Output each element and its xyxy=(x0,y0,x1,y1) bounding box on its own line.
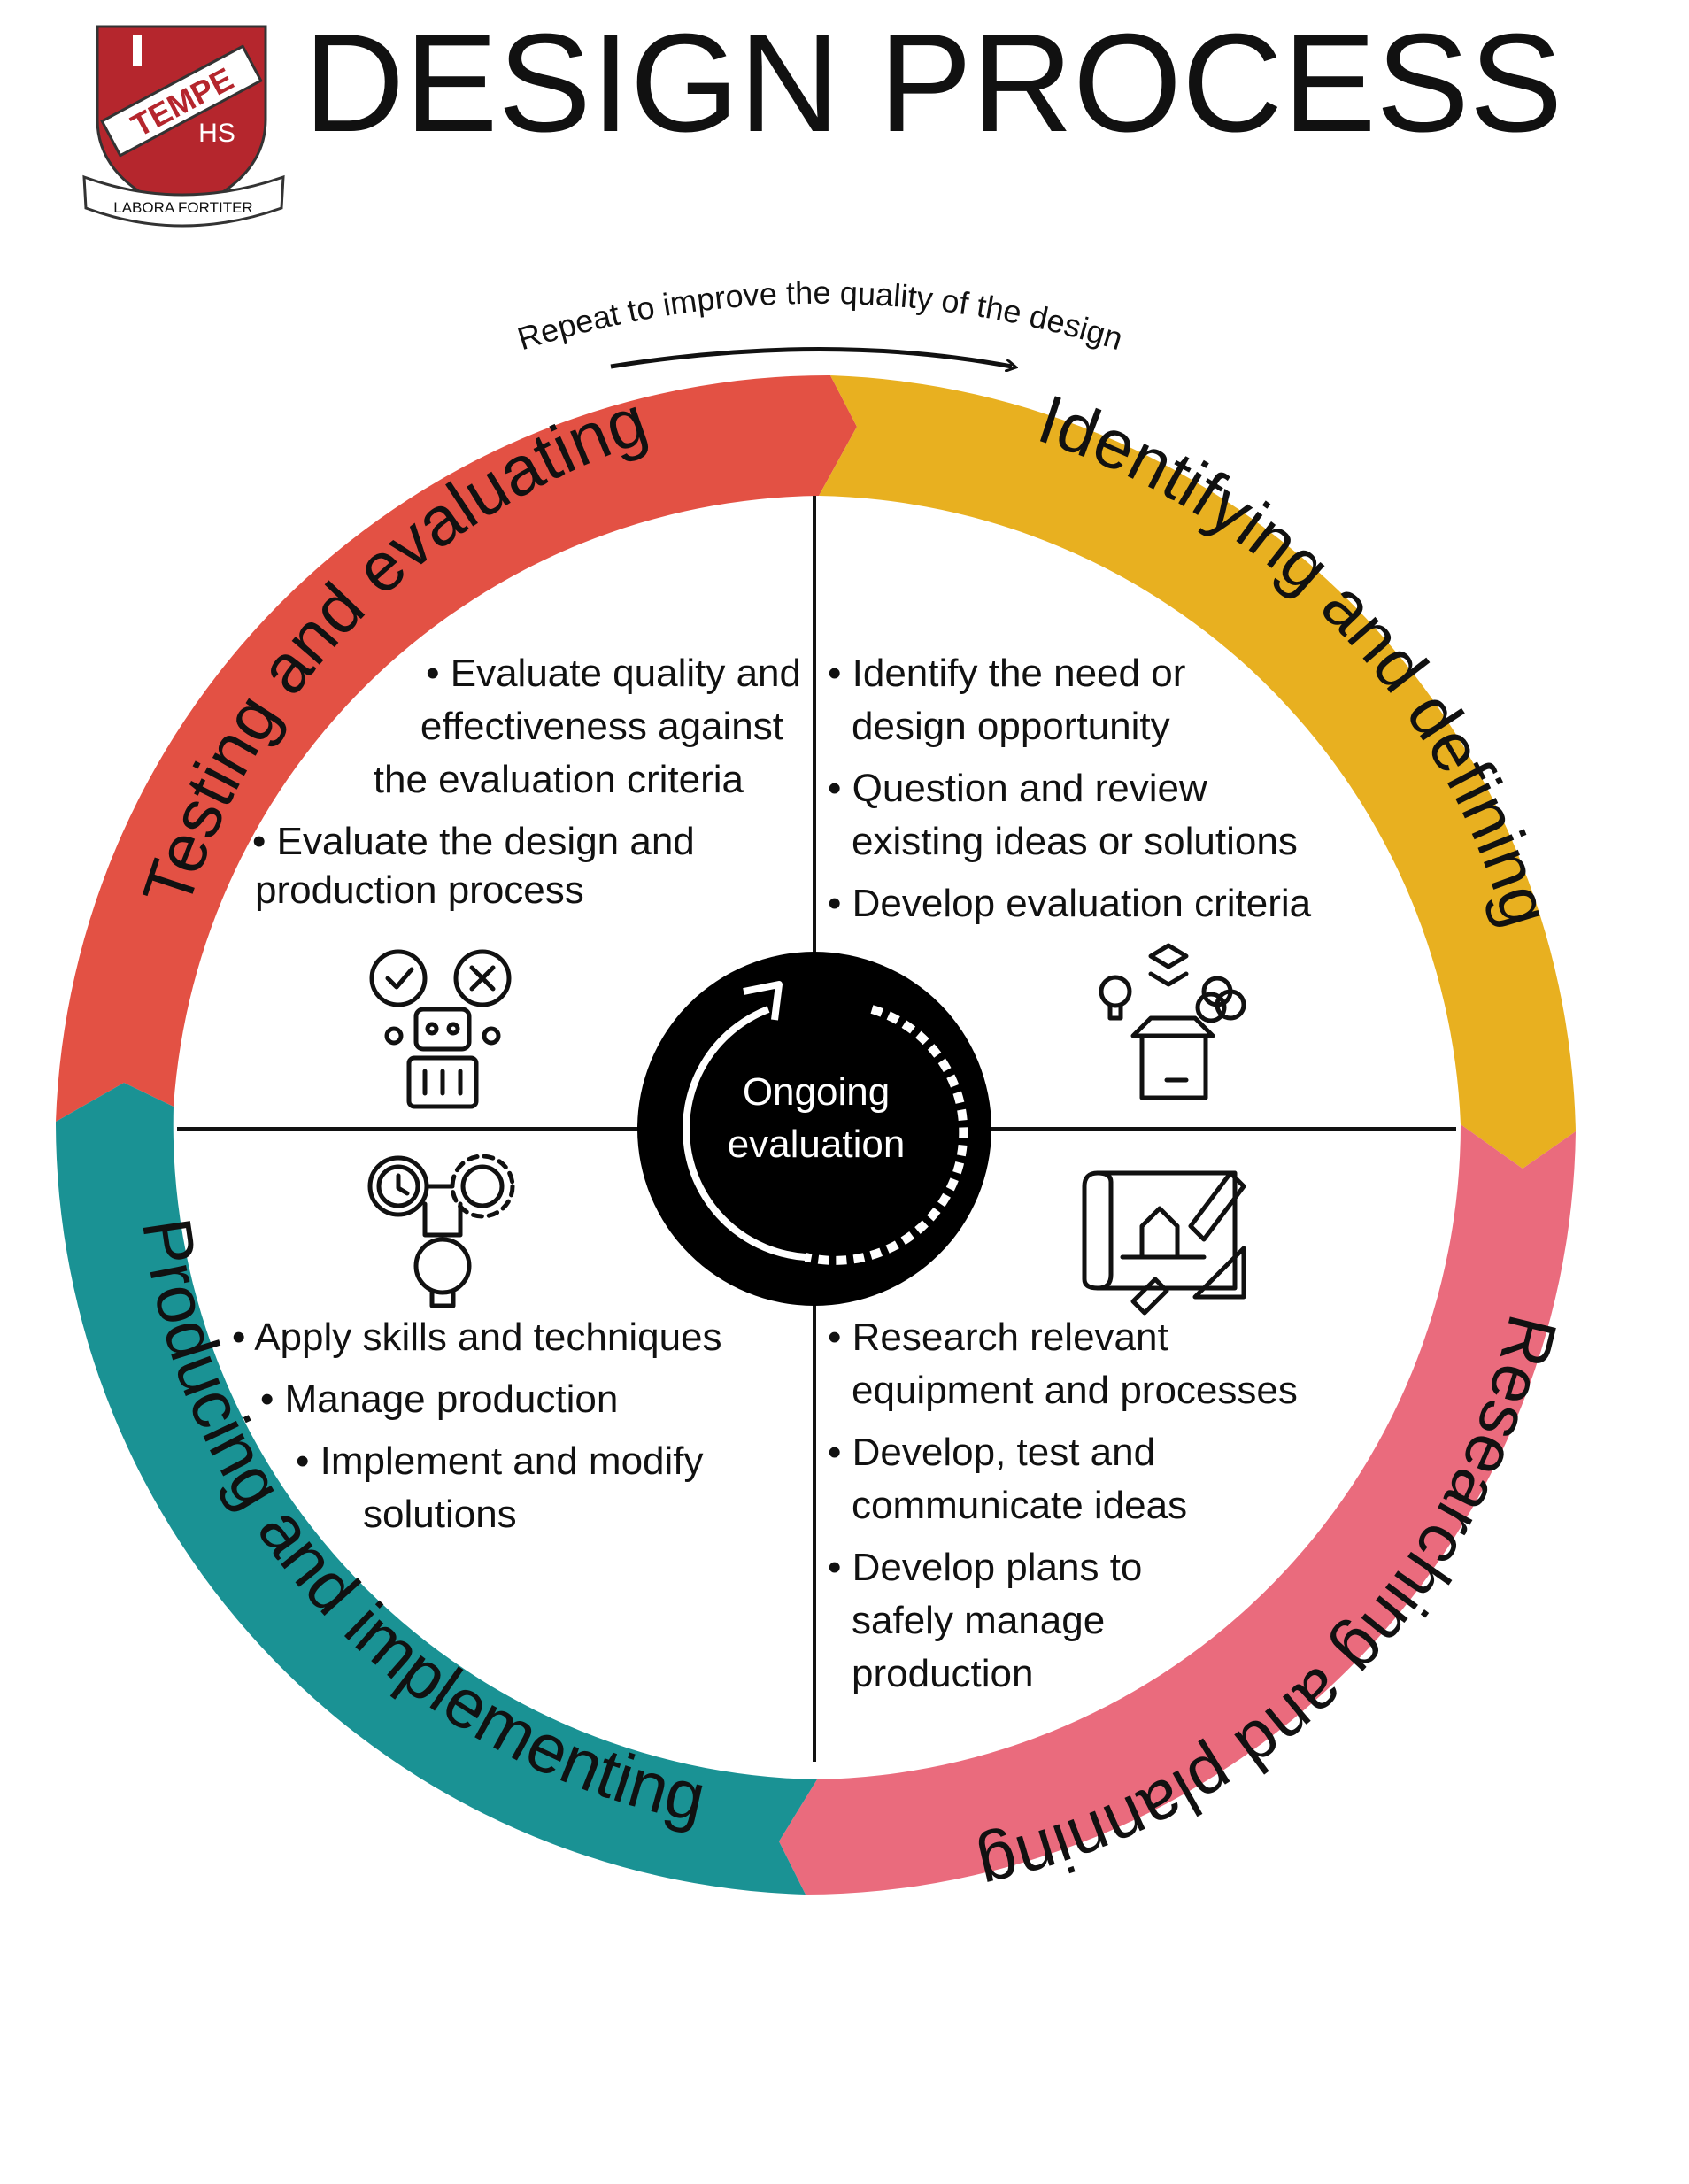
hub-label-line-1: Ongoing xyxy=(743,1070,890,1114)
hub-arrow-head xyxy=(743,981,783,1021)
list-item: • Implement and modify xyxy=(296,1439,704,1483)
list-item-line: production xyxy=(852,1652,1033,1695)
list-item: • Research relevant xyxy=(828,1316,1168,1359)
cycle-note: Repeat to improve the quality of the des… xyxy=(513,274,1128,357)
list-item: • Apply skills and techniques xyxy=(232,1316,722,1359)
bullets-identifying-and-defining: • Identify the need or design opportunit… xyxy=(828,652,1312,925)
ongoing-evaluation-hub: Ongoing evaluation xyxy=(637,952,991,1306)
list-item-line: the evaluation criteria xyxy=(374,758,744,801)
list-item: • Develop, test and xyxy=(828,1431,1155,1474)
list-item: • Develop evaluation criteria xyxy=(828,882,1312,925)
segment-testing-and-evaluating xyxy=(56,374,857,1123)
logo-torch-icon xyxy=(133,35,142,66)
bullets-testing-and-evaluating: • Evaluate quality and effectiveness aga… xyxy=(252,652,801,912)
robot-evaluation-icon xyxy=(369,949,512,1109)
logo-scroll xyxy=(82,174,285,228)
clock-gear-bulb-icon xyxy=(367,1154,515,1308)
list-item-line: design opportunity xyxy=(852,705,1170,748)
bullets-producing-and-implementing: • Apply skills and techniques • Manage p… xyxy=(232,1316,722,1536)
segment-identifying-and-defining xyxy=(819,375,1576,1169)
lightbulb-box-icon xyxy=(1099,943,1246,1100)
list-item-line: existing ideas or solutions xyxy=(852,820,1298,863)
logo-banner xyxy=(100,44,263,158)
list-item-line: communicate ideas xyxy=(852,1484,1187,1527)
list-item-line: equipment and processes xyxy=(852,1369,1298,1412)
bullets-researching-and-planning: • Research relevant equipment and proces… xyxy=(828,1316,1298,1695)
hub-arrow-solid xyxy=(683,1006,806,1261)
list-item: • Evaluate quality and xyxy=(426,652,801,695)
list-item-line: safely manage xyxy=(852,1599,1105,1642)
list-item: • Evaluate the design and xyxy=(252,820,695,863)
page-title: DESIGN PROCESS xyxy=(304,5,1562,161)
segment-researching-and-planning xyxy=(779,1124,1576,1895)
list-item-line: effectiveness against xyxy=(420,705,783,748)
list-item: • Question and review xyxy=(828,767,1207,810)
list-item: • Manage production xyxy=(260,1378,618,1421)
cycle-arrow xyxy=(610,347,1012,367)
school-logo: TEMPE HS LABORA FORTITER xyxy=(82,25,285,228)
list-item-line: solutions xyxy=(363,1493,517,1536)
logo-motto: LABORA FORTITER xyxy=(113,199,252,216)
list-item: • Develop plans to xyxy=(828,1546,1142,1589)
list-item-line: production process xyxy=(255,868,584,912)
blueprint-pencil-icon xyxy=(1082,1170,1246,1316)
list-item: • Identify the need or xyxy=(828,652,1185,695)
logo-sub-text: HS xyxy=(198,119,235,148)
hub-arrow-dashed xyxy=(804,1005,968,1265)
hub-label-line-2: evaluation xyxy=(728,1123,906,1166)
segment-producing-and-implementing xyxy=(55,1083,817,1895)
